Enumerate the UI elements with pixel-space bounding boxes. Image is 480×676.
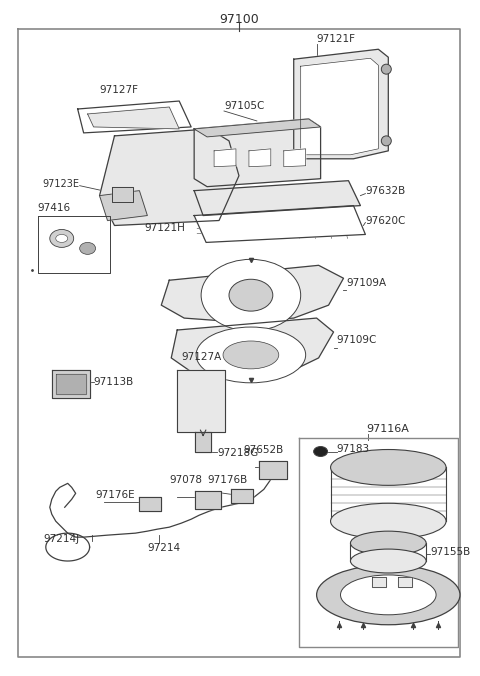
Polygon shape [284,149,306,167]
Polygon shape [38,216,109,273]
Polygon shape [78,101,191,133]
Polygon shape [177,370,225,431]
Polygon shape [195,431,211,452]
Polygon shape [56,374,85,393]
Polygon shape [194,119,321,187]
Polygon shape [195,491,221,509]
Ellipse shape [56,235,68,243]
Text: 97109A: 97109A [347,279,386,288]
Ellipse shape [80,243,96,254]
Ellipse shape [350,531,426,555]
Text: 97176B: 97176B [207,475,247,485]
Text: 97214: 97214 [147,543,180,553]
Ellipse shape [317,565,460,625]
Text: 97105C: 97105C [224,101,264,111]
Polygon shape [259,462,287,479]
Text: 97127F: 97127F [99,85,139,95]
Text: 97183: 97183 [336,443,370,454]
Polygon shape [372,577,386,587]
Text: 97632B: 97632B [365,186,406,195]
Polygon shape [52,370,90,397]
Ellipse shape [331,503,446,539]
Polygon shape [300,58,378,155]
Text: 97123E: 97123E [43,178,80,189]
Ellipse shape [229,279,273,311]
Ellipse shape [201,260,300,331]
Polygon shape [214,149,236,167]
Polygon shape [194,119,321,137]
Text: 97116A: 97116A [366,424,409,433]
Polygon shape [88,107,179,129]
Text: 97416: 97416 [38,203,71,212]
Polygon shape [299,437,458,647]
Text: 97121F: 97121F [317,34,356,45]
Text: 97078: 97078 [169,475,202,485]
Ellipse shape [223,341,279,369]
Polygon shape [231,489,253,503]
Ellipse shape [50,229,73,247]
Polygon shape [111,187,133,201]
Ellipse shape [381,136,391,146]
Polygon shape [294,49,388,159]
Text: 97176E: 97176E [96,490,135,500]
Polygon shape [139,498,161,511]
Ellipse shape [196,327,306,383]
Polygon shape [194,206,365,243]
Text: 97214J: 97214J [44,534,80,544]
Polygon shape [398,577,412,587]
Ellipse shape [381,64,391,74]
Text: 97121H: 97121H [144,222,185,233]
Ellipse shape [331,450,446,485]
Polygon shape [99,129,239,226]
Polygon shape [18,29,460,656]
Ellipse shape [350,549,426,573]
Polygon shape [194,180,360,216]
Text: 97155B: 97155B [430,547,470,557]
Text: 97113B: 97113B [94,377,134,387]
Text: 97620C: 97620C [365,216,406,226]
Polygon shape [99,191,147,220]
Polygon shape [249,149,271,167]
Text: 97218G: 97218G [217,448,258,458]
Polygon shape [161,265,344,322]
Text: 97109C: 97109C [336,335,377,345]
Text: 97100: 97100 [219,14,259,26]
Text: 97652B: 97652B [243,445,283,456]
Polygon shape [171,318,334,380]
Ellipse shape [340,575,436,614]
Ellipse shape [313,447,327,456]
Text: 97127A: 97127A [181,352,221,362]
